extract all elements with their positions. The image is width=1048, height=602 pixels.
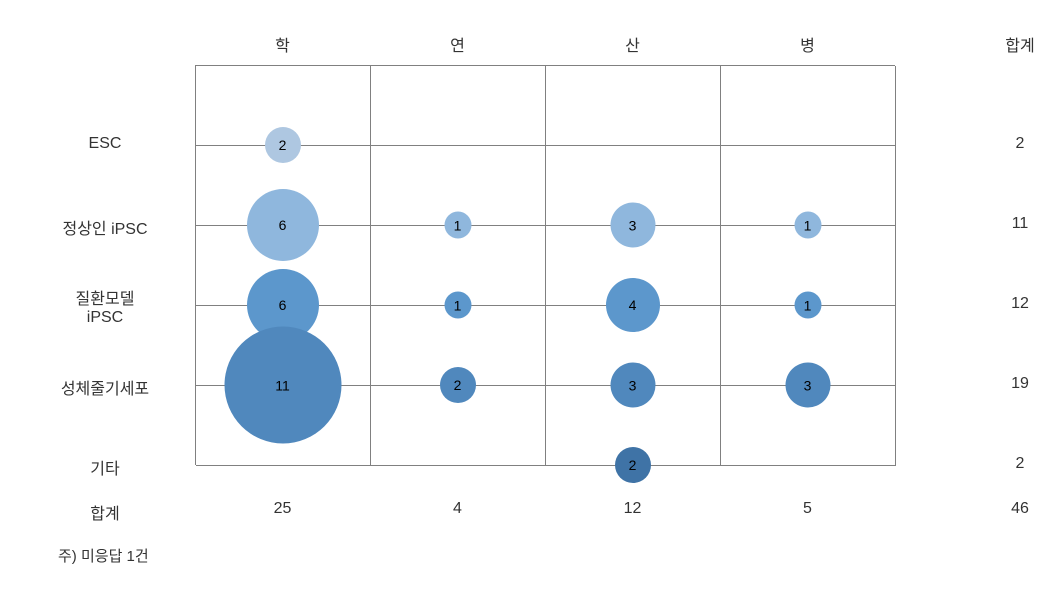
row-total: 2 [990,455,1048,473]
bubble: 3 [785,363,830,408]
bubble: 1 [794,212,821,239]
bubble-matrix-chart: 학연산병합계 ESC정상인 iPSC질환모델 iPSC성체줄기세포기타 2613… [20,20,1048,582]
bubble: 1 [444,292,471,319]
row-total: 2 [990,135,1048,153]
row-label: ESC [30,135,180,153]
bubble: 1 [444,212,471,239]
column-header: 연 [418,32,498,56]
bubble: 6 [247,189,319,261]
bubble: 2 [440,367,476,403]
grid-cell [721,66,896,146]
grid-cell [546,66,721,146]
bubble: 3 [610,203,655,248]
row-label: 정상인 iPSC [30,215,180,239]
footnote: 주) 미응답 1건 [58,545,149,566]
col-total: 5 [778,500,838,518]
bubble: 2 [615,447,651,483]
row-label: 성체줄기세포 [30,375,180,399]
bubble: 2 [265,127,301,163]
row-total: 19 [990,375,1048,393]
col-total: 4 [428,500,488,518]
row-total: 11 [990,215,1048,233]
bubble: 1 [794,292,821,319]
column-header: 병 [768,32,848,56]
bubble: 4 [606,278,660,332]
grid-cell [371,66,546,146]
col-total: 25 [253,500,313,518]
total-header: 합계 [980,32,1048,56]
row-label: 질환모델 iPSC [30,285,180,327]
row-total: 12 [990,295,1048,313]
column-header: 학 [243,32,323,56]
grand-total: 46 [990,500,1048,518]
column-header: 산 [593,32,673,56]
bubble: 3 [610,363,655,408]
total-row-label: 합계 [30,500,180,524]
row-label: 기타 [30,455,180,479]
col-total: 12 [603,500,663,518]
bubble: 11 [224,327,341,444]
